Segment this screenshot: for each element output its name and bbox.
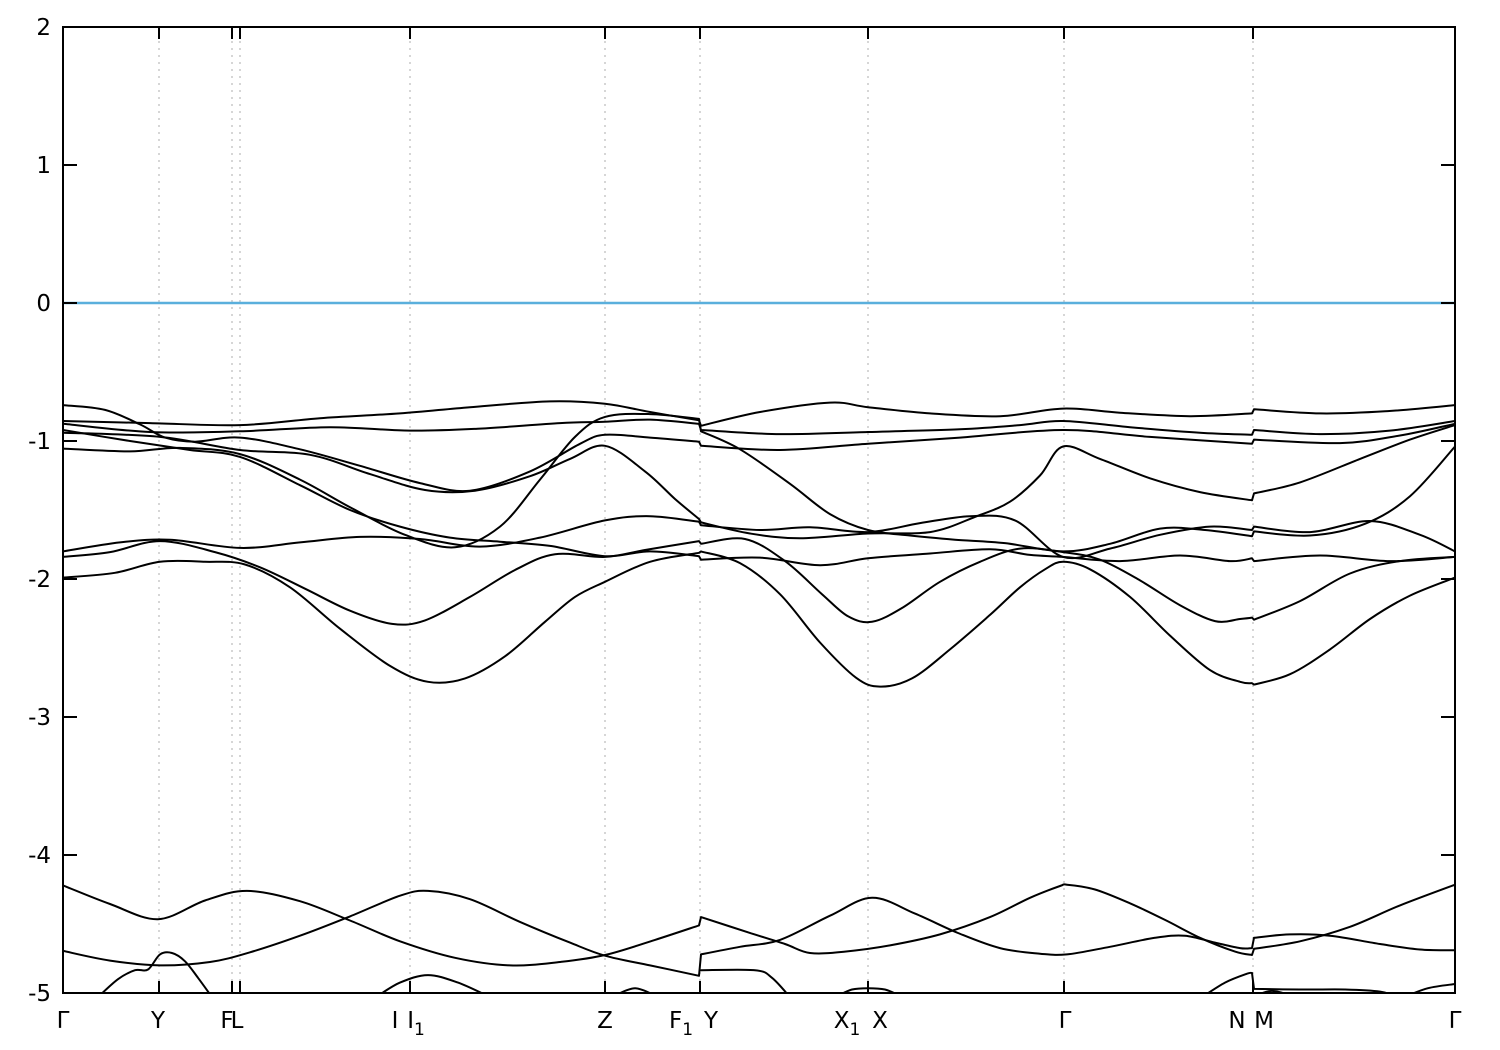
kpoint-label: Γ xyxy=(57,1008,70,1034)
kpoint-label: I xyxy=(392,1008,399,1034)
y-tick-label: 0 xyxy=(36,291,51,317)
kpoint-label: F xyxy=(220,1008,233,1034)
kpoint-label: Z xyxy=(597,1008,613,1034)
band-curve-band-5 xyxy=(63,412,1455,553)
kpoint-label: X1 xyxy=(834,1008,861,1040)
band-curve-band-7 xyxy=(63,429,1455,567)
plot-border xyxy=(62,26,1456,994)
band-curve-band-19 xyxy=(1411,983,1455,993)
kpoint-label: I1 xyxy=(407,1008,425,1040)
band-curve-band-14 xyxy=(617,987,653,993)
band-curve-band-17 xyxy=(1206,971,1390,993)
band-curve-band-18 xyxy=(1259,989,1287,993)
kpoint-label: Y xyxy=(703,1008,719,1034)
bands-group xyxy=(63,400,1455,993)
kpoint-label: X xyxy=(872,1008,888,1034)
band-curve-band-11 xyxy=(63,889,1455,977)
band-curve-band-8 xyxy=(63,550,1455,688)
band-curve-band-4 xyxy=(63,424,1455,540)
y-tick-label: -1 xyxy=(28,429,51,455)
kpoint-label: Y xyxy=(150,1008,166,1034)
kpoint-label: F1 xyxy=(669,1008,693,1040)
band-curve-band-13 xyxy=(380,974,484,993)
band-curve-band-15 xyxy=(700,968,788,993)
kpoint-label: M xyxy=(1254,1008,1274,1034)
kpoint-label: N xyxy=(1228,1008,1245,1034)
y-tick-label: 1 xyxy=(36,153,51,179)
kpoint-label: Γ xyxy=(1449,1008,1462,1034)
kpoint-label: L xyxy=(231,1008,244,1034)
y-tick-label: 2 xyxy=(36,15,51,41)
band-curve-band-3 xyxy=(63,418,1455,436)
y-tick-label: -5 xyxy=(28,981,51,1007)
band-curve-band-12 xyxy=(100,951,211,993)
band-curve-band-6 xyxy=(63,514,1455,560)
band-curve-band-1 xyxy=(63,404,1455,493)
y-tick-label: -2 xyxy=(28,567,51,593)
band-curve-band-10 xyxy=(63,883,1455,967)
y-tick-label: -3 xyxy=(28,705,51,731)
band-curve-band-2 xyxy=(63,400,1455,427)
kpoint-label: Γ xyxy=(1059,1008,1072,1034)
band-curve-band-9 xyxy=(63,537,1455,626)
y-tick-label: -4 xyxy=(28,843,51,869)
